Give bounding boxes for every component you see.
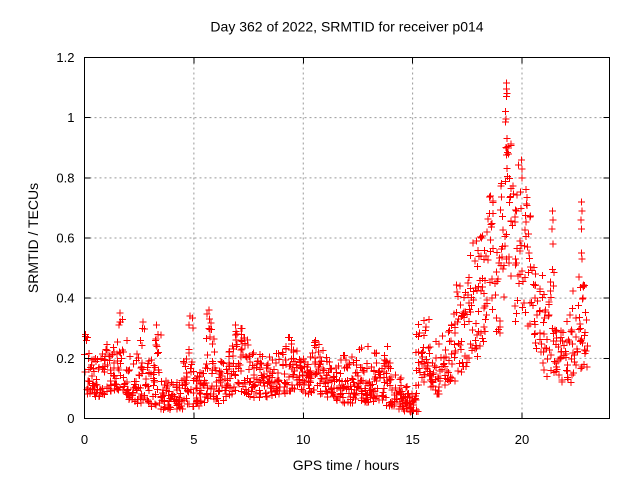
y-tick-label: 0 bbox=[67, 411, 74, 426]
scatter-plus-markers bbox=[81, 79, 591, 416]
x-tick-label: 10 bbox=[296, 432, 310, 447]
y-tick-label: 1.2 bbox=[56, 50, 74, 65]
chart-title: Day 362 of 2022, SRMTID for receiver p01… bbox=[210, 19, 483, 35]
x-axis-label: GPS time / hours bbox=[293, 457, 400, 473]
y-tick-label: 0.2 bbox=[56, 351, 74, 366]
plot-border bbox=[84, 57, 610, 419]
y-tick-label: 1 bbox=[67, 110, 74, 125]
x-tick-label: 0 bbox=[81, 432, 88, 447]
y-tick-labels: 0 0.2 0.4 0.6 0.8 1 1.2 bbox=[56, 50, 74, 426]
y-tick-label: 0.6 bbox=[56, 231, 74, 246]
x-tick-label: 5 bbox=[190, 432, 197, 447]
x-tick-label: 20 bbox=[515, 432, 529, 447]
y-tick-label: 0.4 bbox=[56, 291, 74, 306]
data-points-series bbox=[81, 79, 591, 416]
x-tick-label: 15 bbox=[405, 432, 419, 447]
y-tick-label: 0.8 bbox=[56, 170, 74, 185]
y-axis-label: SRMTID / TECUs bbox=[25, 183, 41, 293]
x-tick-labels: 0 5 10 15 20 bbox=[81, 432, 529, 447]
